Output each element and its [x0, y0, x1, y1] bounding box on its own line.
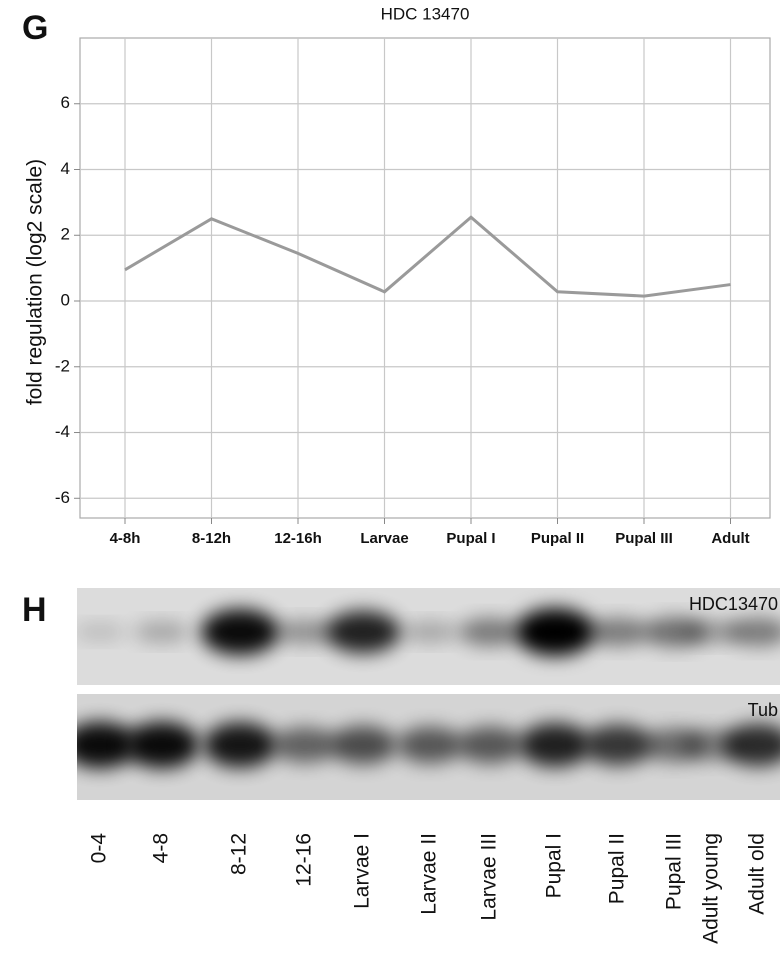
x-tick-label: Pupal III — [615, 530, 673, 547]
y-tick-label: 0 — [61, 290, 70, 309]
lane-label: Pupal I — [543, 833, 566, 898]
band — [134, 622, 190, 643]
y-tick-label: -4 — [55, 422, 70, 441]
band — [325, 611, 400, 654]
plot-frame — [80, 38, 770, 518]
panel-label: G — [22, 9, 48, 47]
band — [125, 722, 200, 769]
x-tick-label: Adult — [711, 530, 749, 547]
band — [397, 727, 463, 764]
x-tick-label: Larvae — [360, 530, 408, 547]
band — [329, 726, 397, 764]
lane-label: 4-8 — [150, 833, 173, 863]
band — [587, 618, 649, 646]
y-tick-label: -6 — [55, 488, 70, 507]
lane-label: Larvae II — [418, 833, 441, 915]
blot-row-label: Tub — [748, 700, 778, 720]
band — [201, 609, 279, 655]
lane-label: 12-16 — [293, 833, 316, 887]
band — [457, 727, 523, 764]
lane-label: Larvae I — [351, 833, 374, 909]
y-tick-label: 4 — [61, 159, 70, 178]
panel-label: H — [22, 591, 47, 629]
lane-label: 0-4 — [88, 833, 111, 864]
x-tick-label: 4-8h — [110, 530, 141, 547]
bands — [63, 608, 782, 768]
blot-bands — [63, 722, 782, 769]
y-axis-label: fold regulation (log2 scale) — [24, 159, 47, 405]
band — [402, 622, 458, 643]
y-tick-label: 2 — [61, 225, 70, 244]
lane-label: Pupal II — [606, 833, 629, 904]
x-tick-label: 8-12h — [192, 530, 231, 547]
data-line — [125, 217, 731, 296]
x-tick-label: Pupal I — [446, 530, 495, 547]
band — [74, 623, 127, 640]
y-tick-label: -2 — [55, 356, 70, 375]
band — [515, 608, 595, 656]
band — [272, 727, 337, 762]
x-tick-label: 12-16h — [274, 530, 322, 547]
x-tick-label: Pupal II — [531, 530, 584, 547]
band — [459, 618, 521, 646]
band — [583, 725, 653, 766]
lane-label: Larvae III — [478, 833, 501, 921]
chart-title: HDC 13470 — [381, 4, 470, 23]
band — [519, 723, 591, 767]
lane-label: Adult old — [746, 833, 769, 915]
y-tick-label: 6 — [61, 93, 70, 112]
lane-label: Adult young — [700, 833, 723, 944]
blot-row-label: HDC13470 — [689, 594, 778, 614]
lane-label: 8-12 — [228, 833, 251, 875]
band — [203, 722, 277, 767]
lane-label: Pupal III — [663, 833, 686, 910]
figure: G HDC 13470 fold regulation (log2 scale)… — [0, 0, 782, 968]
